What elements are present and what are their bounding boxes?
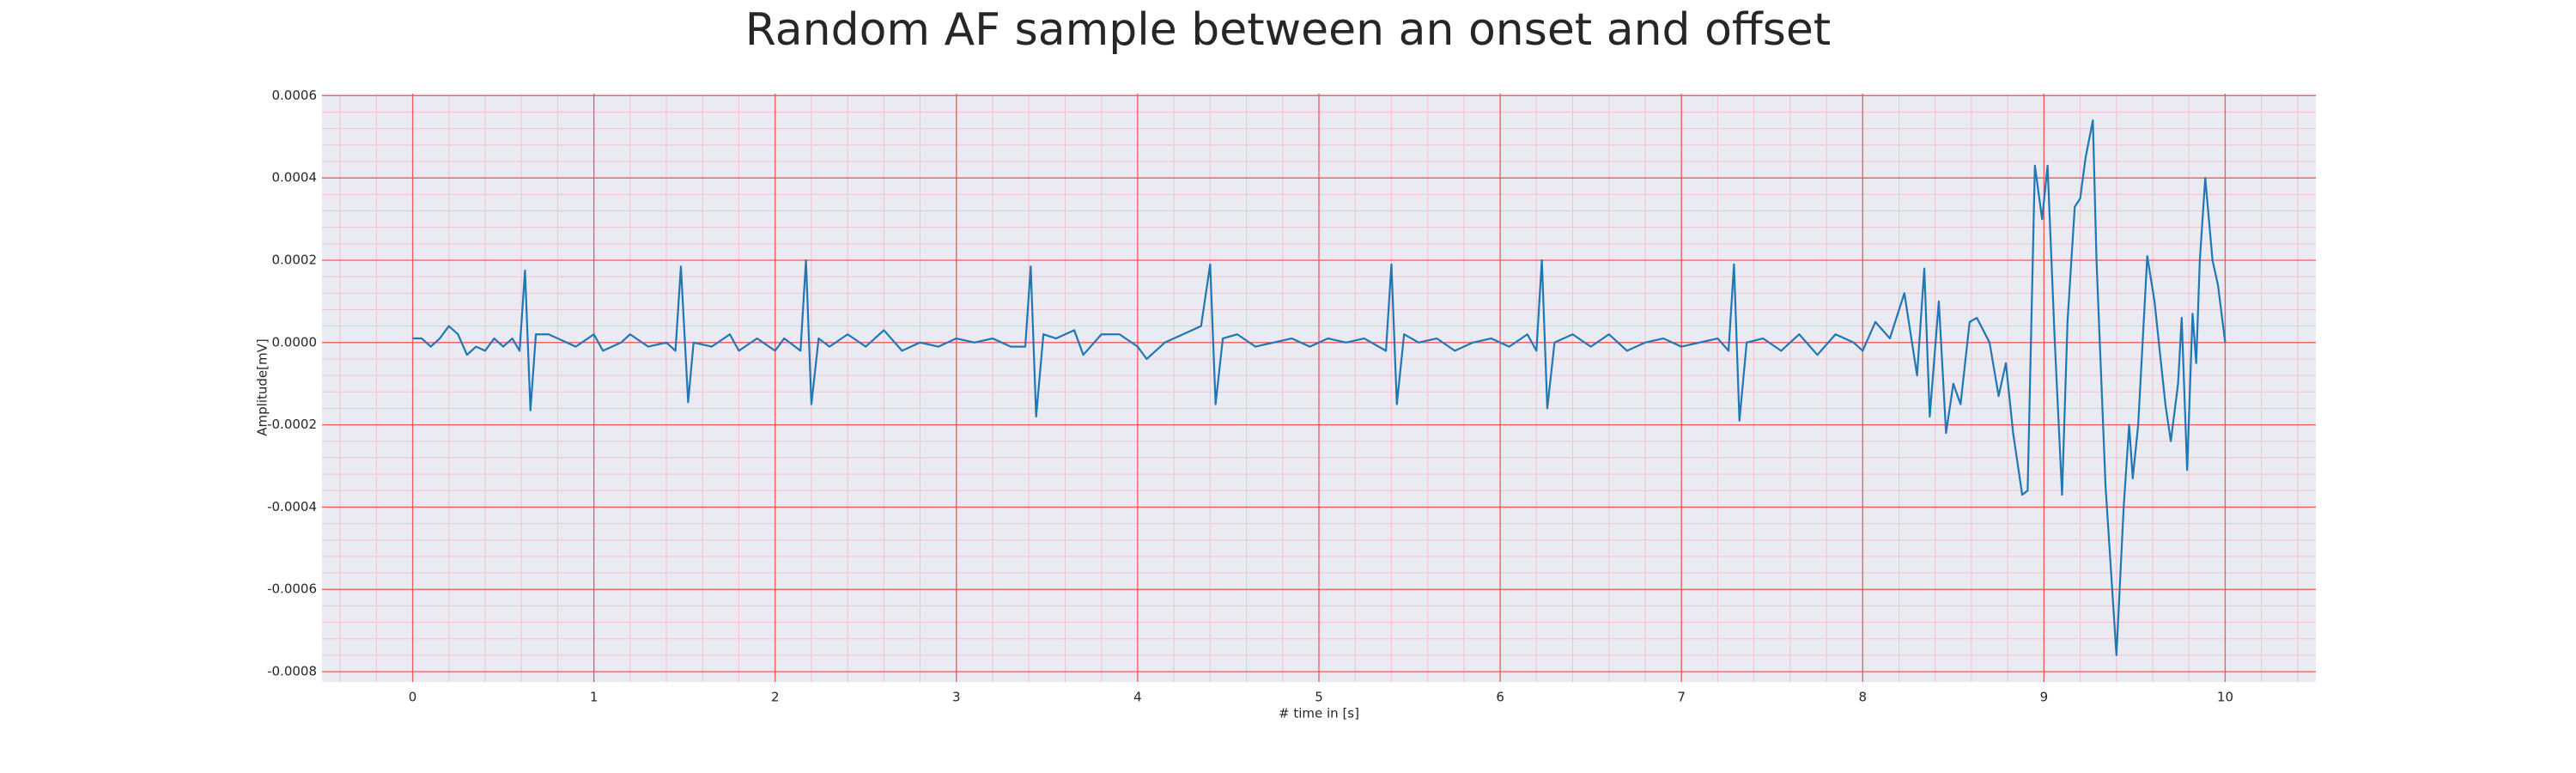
x-tick-label: 2 bbox=[771, 690, 780, 705]
x-tick-label: 6 bbox=[1496, 690, 1504, 705]
x-tick-label: 8 bbox=[1858, 690, 1867, 705]
x-tick-label: 3 bbox=[952, 690, 961, 705]
x-tick-label: 1 bbox=[590, 690, 598, 705]
y-tick-label: -0.0006 bbox=[267, 581, 317, 597]
y-axis-label: Amplitude[mV] bbox=[255, 338, 270, 435]
y-tick-label: -0.0002 bbox=[267, 417, 317, 432]
y-tick-label: 0.0006 bbox=[272, 88, 318, 103]
signal-line bbox=[412, 119, 2227, 656]
x-tick-label: 9 bbox=[2040, 690, 2049, 705]
x-axis-label: # time in [s] bbox=[1279, 706, 1359, 721]
x-tick-label: 5 bbox=[1315, 690, 1323, 705]
y-tick-label: 0.0004 bbox=[272, 170, 318, 186]
y-tick-label: -0.0004 bbox=[267, 499, 317, 514]
x-tick-label: 0 bbox=[409, 690, 417, 705]
y-tick-label: -0.0008 bbox=[267, 664, 317, 679]
chart-title: Random AF sample between an onset and of… bbox=[745, 4, 1831, 56]
y-tick-label: 0.0000 bbox=[272, 334, 318, 350]
x-tick-label: 7 bbox=[1677, 690, 1686, 705]
y-tick-label: 0.0002 bbox=[272, 253, 318, 268]
x-tick-label: 4 bbox=[1133, 690, 1142, 705]
x-tick-label: 10 bbox=[2217, 690, 2233, 705]
